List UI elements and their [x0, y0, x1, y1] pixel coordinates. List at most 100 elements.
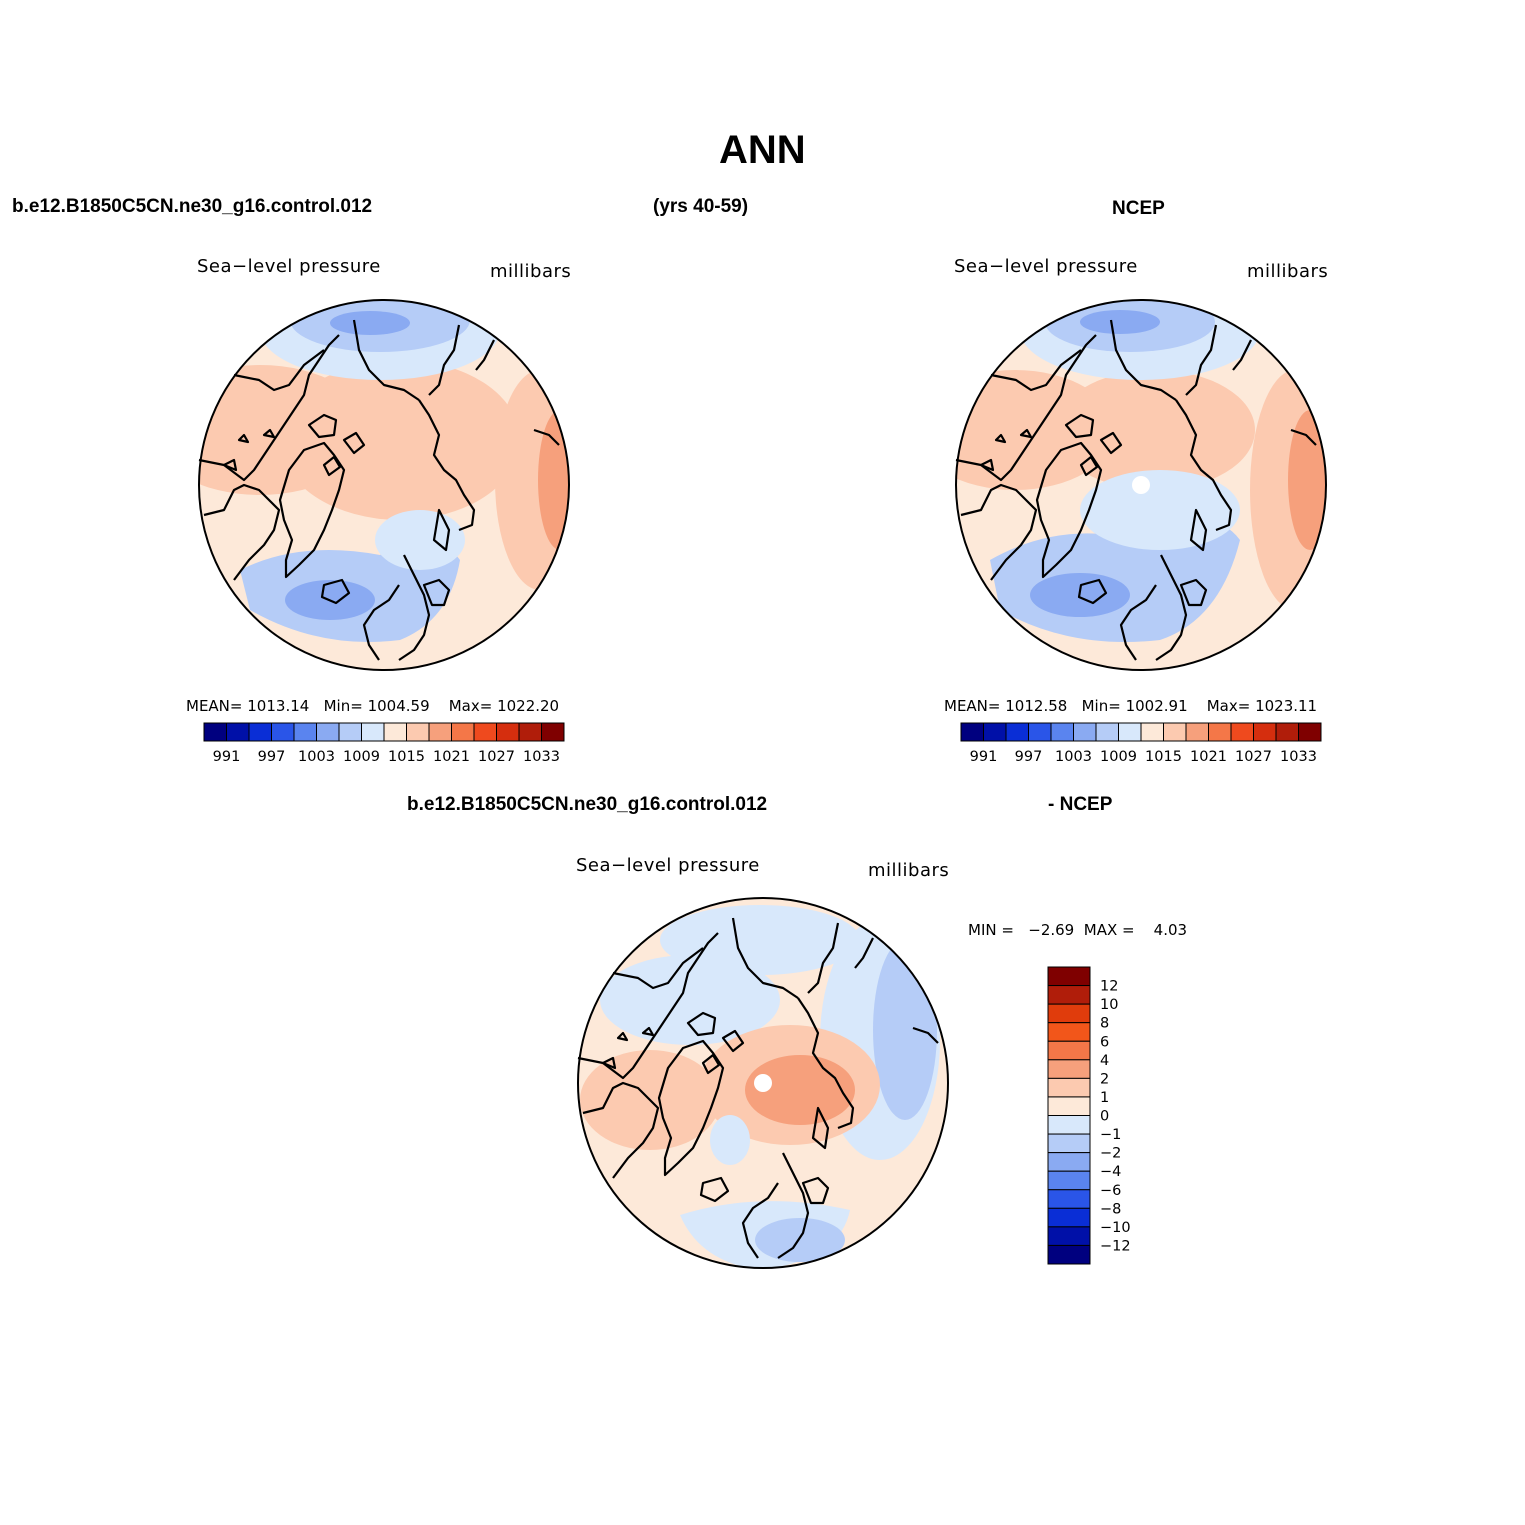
- diff-colorbar-tick-label: 10: [1100, 997, 1118, 1013]
- diff-colorbar-swatch: [1047, 1244, 1091, 1265]
- model-colorbar-swatch: [406, 722, 430, 742]
- obs-colorbar-swatch: [983, 722, 1007, 742]
- diff-colorbar-tick-label: −6: [1100, 1183, 1121, 1199]
- obs-units-label: millibars: [1247, 261, 1329, 282]
- diff-colorbar-tick-label: 6: [1100, 1034, 1109, 1050]
- obs-colorbar-swatch: [960, 722, 984, 742]
- diff-colorbar-tick-label: 0: [1100, 1109, 1109, 1125]
- model-colorbar-tick-label: 997: [258, 749, 286, 765]
- obs-colorbar-tick-label: 1021: [1190, 749, 1227, 765]
- diff-colorbar-swatch: [1047, 985, 1091, 1005]
- diff-map: [576, 897, 949, 1269]
- model-colorbar-tick-label: 991: [213, 749, 241, 765]
- obs-colorbar-swatch: [1163, 722, 1187, 742]
- case-name-top: b.e12.B1850C5CN.ne30_g16.control.012: [12, 196, 373, 217]
- model-colorbar-swatch: [518, 722, 542, 742]
- obs-colorbar-swatch: [1140, 722, 1164, 742]
- model-colorbar-swatch: [248, 722, 272, 742]
- obs-colorbar-tick-label: 1015: [1145, 749, 1182, 765]
- obs-min: 1002.91: [1125, 697, 1188, 715]
- model-colorbar-swatch: [293, 722, 317, 742]
- model-mean: 1013.14: [247, 697, 310, 715]
- obs-stats: MEAN= 1012.58 Min= 1002.91 Max= 1023.11: [944, 697, 1318, 715]
- obs-colorbar-swatch: [1275, 722, 1299, 742]
- diff-colorbar-swatch: [1047, 1003, 1091, 1024]
- model-colorbar-swatch: [338, 722, 362, 742]
- model-colorbar-tick-label: 1015: [388, 749, 425, 765]
- model-variable-label: Sea−level pressure: [197, 256, 381, 277]
- diff-colorbar-tick-label: 12: [1100, 979, 1118, 995]
- model-colorbar-swatch: [541, 722, 565, 742]
- diff-min: −2.69: [1028, 921, 1075, 939]
- diff-colorbar-swatch: [1047, 1022, 1091, 1042]
- obs-colorbar-swatch: [1095, 722, 1119, 742]
- model-colorbar-swatch: [226, 722, 250, 742]
- obs-colorbar-tick-label: 1003: [1055, 749, 1092, 765]
- model-colorbar-tick-label: 1027: [478, 749, 515, 765]
- model-colorbar-swatch: [316, 722, 340, 742]
- model-colorbar-swatch: [271, 722, 295, 742]
- model-colorbar-swatch: [473, 722, 497, 742]
- obs-colorbar-swatch: [1208, 722, 1232, 742]
- diff-colorbar-swatch: [1047, 1077, 1091, 1098]
- diff-colorbar-tick-label: −4: [1100, 1164, 1121, 1180]
- reference-label-top: NCEP: [1112, 198, 1165, 219]
- model-colorbar-tick-label: 1003: [298, 749, 335, 765]
- diff-colorbar-swatch: [1047, 1226, 1091, 1246]
- diff-stats: MIN = −2.69 MAX = 4.03: [968, 921, 1188, 939]
- model-colorbar-swatch: [451, 722, 475, 742]
- diff-colorbar-swatch: [1047, 1059, 1091, 1079]
- model-colorbar-swatch: [203, 722, 227, 742]
- obs-colorbar-swatch: [1118, 722, 1142, 742]
- years-label: (yrs 40-59): [653, 196, 749, 217]
- obs-colorbar-swatch: [1230, 722, 1254, 742]
- diff-colorbar-swatch: [1047, 1133, 1091, 1154]
- diff-colorbar-tick-label: −8: [1100, 1201, 1121, 1217]
- obs-colorbar-swatch: [1298, 722, 1322, 742]
- diff-colorbar-swatch: [1047, 1152, 1091, 1172]
- obs-colorbar-tick-label: 997: [1015, 749, 1043, 765]
- model-colorbar-swatch: [428, 722, 452, 742]
- model-stats: MEAN= 1013.14 Min= 1004.59 Max= 1022.20: [186, 697, 560, 715]
- diff-colorbar-swatch: [1047, 1096, 1091, 1116]
- obs-colorbar-swatch: [1185, 722, 1209, 742]
- obs-colorbar-swatch: [1005, 722, 1029, 742]
- diff-colorbar-swatch: [1047, 1115, 1091, 1135]
- diff-colorbar-tick-label: −1: [1100, 1127, 1121, 1143]
- diff-colorbar-swatch: [1047, 966, 1091, 987]
- model-colorbar-tick-label: 1021: [433, 749, 470, 765]
- obs-map: [954, 299, 1327, 671]
- diff-colorbar-swatch: [1047, 1170, 1091, 1191]
- diff-max: 4.03: [1153, 921, 1188, 939]
- obs-mean: 1012.58: [1005, 697, 1068, 715]
- diff-colorbar-tick-label: 1: [1100, 1090, 1109, 1106]
- model-max: 1022.20: [497, 697, 560, 715]
- model-colorbar-swatch: [383, 722, 407, 742]
- obs-max: 1023.11: [1255, 697, 1318, 715]
- diff-colorbar-tick-label: 4: [1100, 1053, 1109, 1069]
- diff-colorbar-tick-label: −12: [1100, 1238, 1131, 1254]
- model-min: 1004.59: [367, 697, 430, 715]
- obs-variable-label: Sea−level pressure: [954, 256, 1138, 277]
- obs-colorbar-tick-label: 991: [970, 749, 998, 765]
- obs-colorbar-swatch: [1253, 722, 1277, 742]
- model-colorbar-tick-label: 1033: [523, 749, 560, 765]
- model-units-label: millibars: [490, 261, 572, 282]
- obs-colorbar-tick-label: 1009: [1100, 749, 1137, 765]
- obs-colorbar-tick-label: 1027: [1235, 749, 1272, 765]
- model-colorbar-swatch: [361, 722, 385, 742]
- obs-colorbar-swatch: [1028, 722, 1052, 742]
- diff-variable-label: Sea−level pressure: [576, 855, 760, 876]
- obs-colorbar: 991 997 1003 1009 1015 1021 1027 1033: [960, 722, 1322, 765]
- model-map: [197, 299, 570, 671]
- reference-label-diff: - NCEP: [1048, 794, 1113, 815]
- diff-colorbar-swatch: [1047, 1040, 1091, 1061]
- diff-colorbar-tick-label: 8: [1100, 1016, 1109, 1032]
- diff-colorbar-tick-label: −10: [1100, 1220, 1131, 1236]
- model-colorbar-tick-label: 1009: [343, 749, 380, 765]
- diff-colorbar-tick-label: −2: [1100, 1146, 1121, 1162]
- model-colorbar-swatch: [496, 722, 520, 742]
- obs-colorbar-tick-label: 1033: [1280, 749, 1317, 765]
